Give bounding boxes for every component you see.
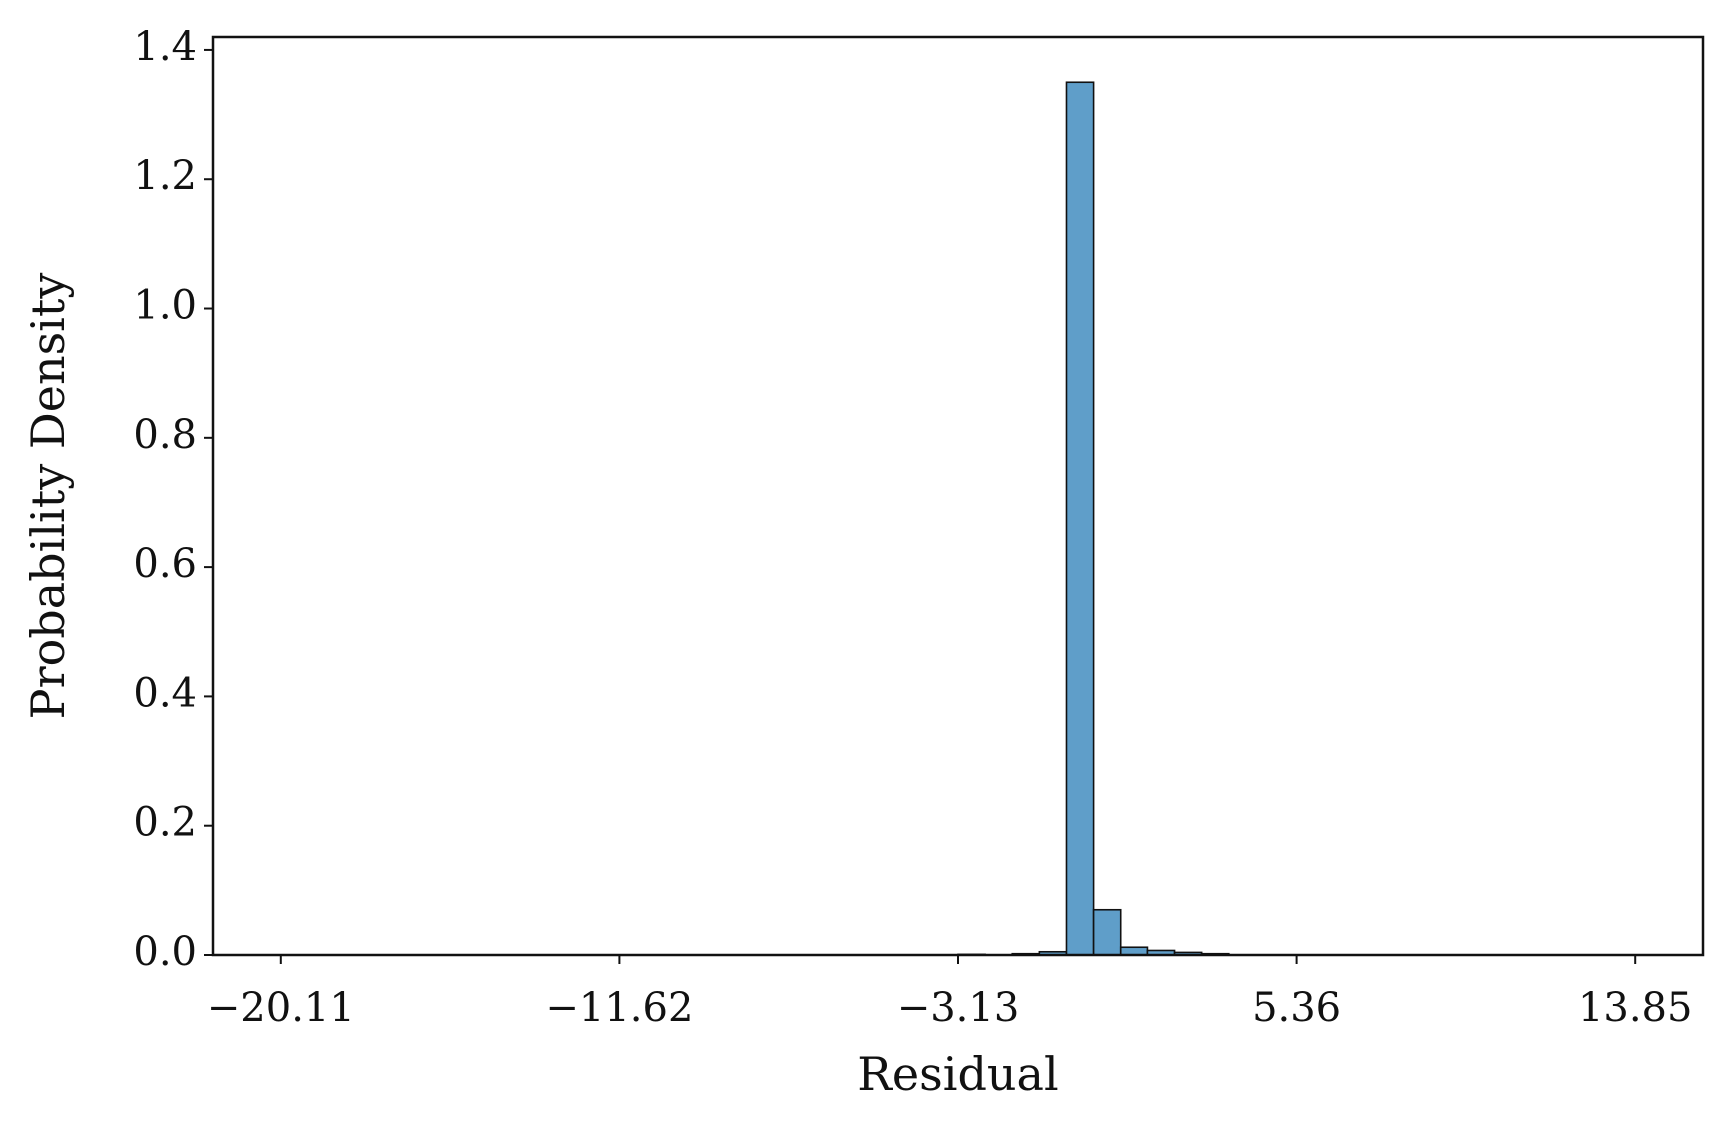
x-tick-label: −3.13 bbox=[897, 985, 1020, 1031]
y-tick-label: 1.0 bbox=[133, 283, 197, 329]
histogram-bar bbox=[1092, 908, 1122, 956]
x-tick-label: 13.85 bbox=[1578, 985, 1693, 1031]
x-tick-label: 5.36 bbox=[1252, 985, 1341, 1031]
x-axis-label: Residual bbox=[857, 1047, 1058, 1101]
y-tick-label: 0.0 bbox=[133, 929, 197, 975]
y-tick-label: 1.2 bbox=[133, 153, 197, 199]
histogram-bar bbox=[1065, 81, 1095, 956]
x-tick-label: −20.11 bbox=[207, 985, 355, 1031]
x-tick-label: −11.62 bbox=[545, 985, 693, 1031]
y-tick-label: 0.6 bbox=[133, 541, 197, 587]
y-tick-label: 0.4 bbox=[133, 670, 197, 716]
y-tick-label: 0.2 bbox=[133, 800, 197, 846]
y-axis-label: Probability Density bbox=[21, 273, 75, 720]
y-tick-label: 0.8 bbox=[133, 412, 197, 458]
y-tick-label: 1.4 bbox=[133, 24, 197, 70]
plot-frame bbox=[211, 35, 1705, 957]
